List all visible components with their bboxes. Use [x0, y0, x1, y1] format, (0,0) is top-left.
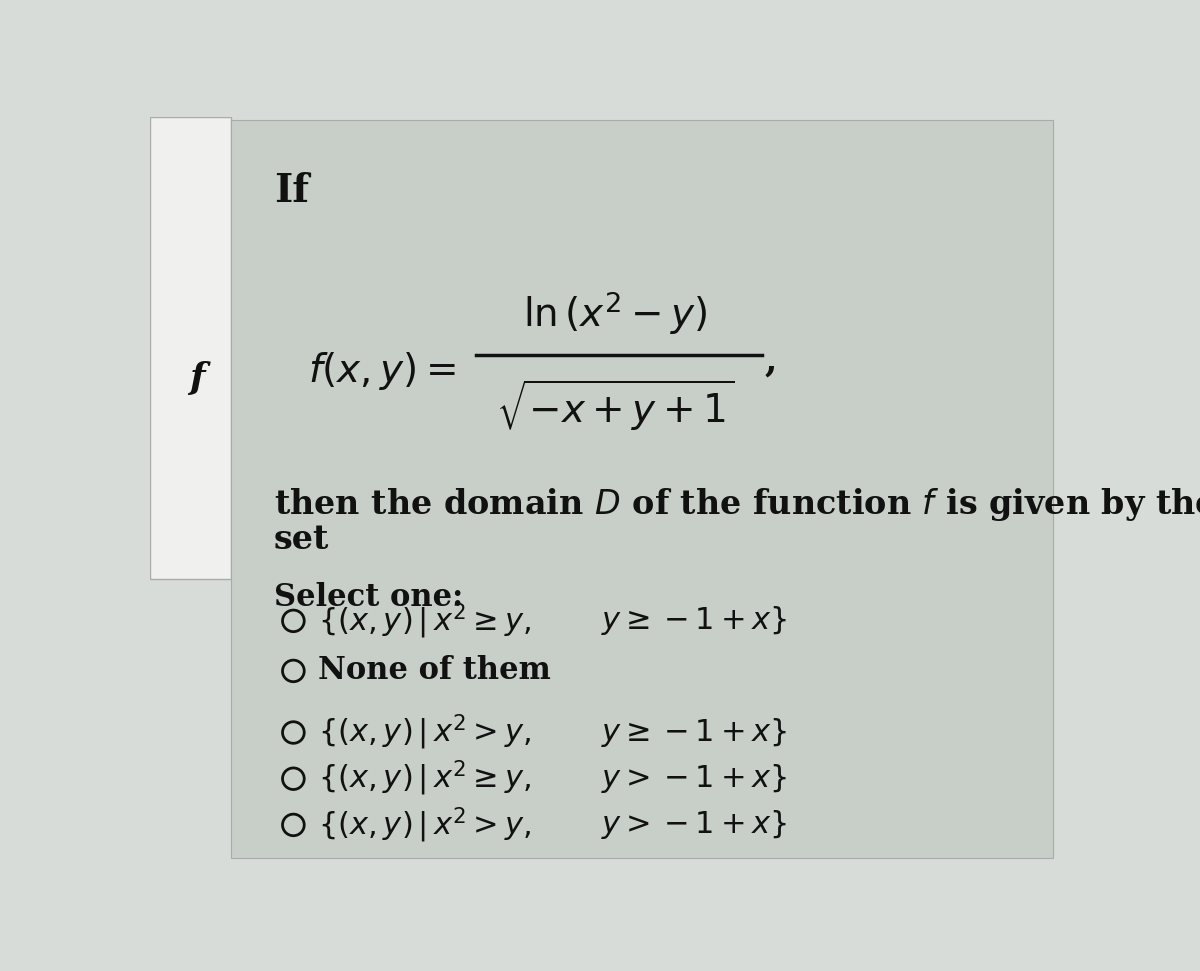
Text: None of them: None of them — [318, 655, 551, 686]
Text: $\{(x, y)\,|\,x^2 \geq y,$: $\{(x, y)\,|\,x^2 \geq y,$ — [318, 601, 532, 641]
FancyBboxPatch shape — [150, 117, 232, 579]
Text: then the domain $D$ of the function $f$ is given by the: then the domain $D$ of the function $f$ … — [274, 486, 1200, 523]
Text: $f(x, y) =$: $f(x, y) =$ — [308, 350, 456, 391]
Text: Select one:: Select one: — [274, 583, 463, 614]
FancyBboxPatch shape — [232, 120, 1052, 858]
Text: $\{(x, y)\,|\,x^2 > y,$: $\{(x, y)\,|\,x^2 > y,$ — [318, 713, 532, 753]
Text: $y > -1 + x\}$: $y > -1 + x\}$ — [601, 762, 787, 795]
Text: f: f — [188, 361, 204, 395]
Text: $\{(x, y)\,|\,x^2 \geq y,$: $\{(x, y)\,|\,x^2 \geq y,$ — [318, 759, 532, 798]
Text: $y > -1 + x\}$: $y > -1 + x\}$ — [601, 809, 787, 842]
Text: $\sqrt{-x + y + 1}$: $\sqrt{-x + y + 1}$ — [496, 378, 734, 433]
Text: $\mathrm{ln}\,(x^2 - y)$: $\mathrm{ln}\,(x^2 - y)$ — [523, 289, 707, 337]
Text: ,: , — [764, 345, 778, 379]
Text: set: set — [274, 523, 329, 556]
Text: $y \geq -1 + x\}$: $y \geq -1 + x\}$ — [601, 716, 787, 749]
Text: $\{(x, y)\,|\,x^2 > y,$: $\{(x, y)\,|\,x^2 > y,$ — [318, 805, 532, 845]
Text: $y \geq -1 + x\}$: $y \geq -1 + x\}$ — [601, 604, 787, 637]
Text: If: If — [274, 172, 310, 210]
